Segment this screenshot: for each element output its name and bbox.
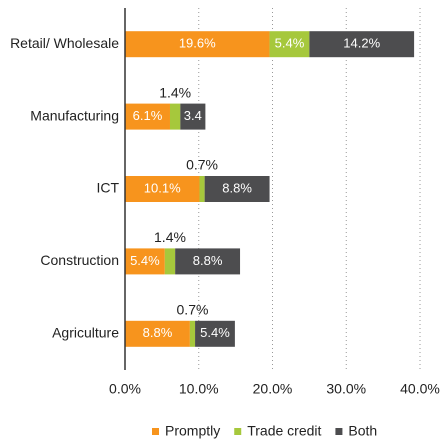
bar-segment [199, 176, 205, 202]
x-tick-label: 40.0% [400, 381, 440, 397]
y-tick-label: ICT [96, 180, 119, 196]
bar-segment [269, 31, 310, 58]
x-tick-label: 30.0% [326, 381, 366, 397]
bar-segment [125, 320, 190, 347]
data-label: 8.8% [222, 180, 252, 195]
bar-segment [204, 176, 270, 202]
data-label: 10.1% [144, 180, 181, 195]
bar-segment [164, 248, 176, 275]
data-label: 8.8% [193, 253, 223, 268]
y-tick-label: Agriculture [52, 325, 119, 341]
y-tick-label: Construction [40, 252, 119, 268]
legend-label: Both [348, 423, 377, 439]
bar-segment [125, 103, 170, 130]
legend-label: Promptly [165, 423, 220, 439]
bar-segment [169, 103, 181, 130]
bar-segment [125, 31, 270, 58]
legend-swatch [335, 428, 343, 435]
data-label: 14.2% [343, 36, 380, 51]
data-label: 0.7% [177, 302, 209, 318]
bar-segment [125, 176, 200, 202]
x-tick-label: 0.0% [109, 381, 141, 397]
data-label: 1.4% [154, 229, 186, 245]
data-label: 6.1% [133, 108, 163, 123]
y-tick-label: Retail/ Wholesale [10, 35, 119, 51]
bar-segment [309, 31, 415, 58]
bar-segment [180, 103, 206, 130]
data-label: 0.7% [186, 157, 218, 173]
y-tick-label: Manufacturing [30, 107, 119, 123]
x-tick-label: 10.0% [179, 381, 219, 397]
bar-segment [125, 248, 165, 275]
data-label: 5.4% [275, 36, 305, 51]
x-tick-label: 20.0% [253, 381, 293, 397]
legend-swatch [234, 428, 242, 435]
legend-label: Trade credit [247, 423, 321, 439]
bar-segment [189, 320, 196, 347]
data-label: 19.6% [179, 36, 216, 51]
legend-swatch [152, 428, 159, 435]
bar-segment [195, 320, 235, 347]
data-label: 5.4% [200, 325, 230, 340]
data-label: 5.4% [130, 253, 160, 268]
data-label: 1.4% [159, 84, 191, 100]
bar-segment [175, 248, 241, 275]
data-label: 3.4 [184, 108, 202, 123]
data-label: 8.8% [143, 325, 173, 340]
